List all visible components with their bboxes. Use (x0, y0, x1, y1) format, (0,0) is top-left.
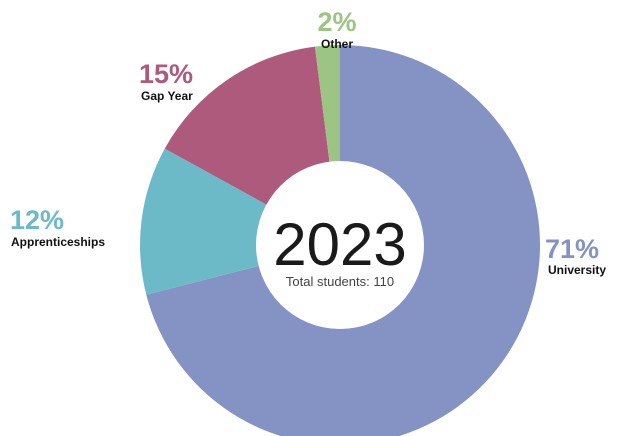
slice-name-label-other: Other (321, 37, 353, 51)
center-total-students-label: Total students: 110 (286, 274, 394, 289)
slice-pct-label-gap-year: 15% (139, 59, 193, 89)
center-year-label: 2023 (273, 211, 406, 278)
pie-slice-apprenticeships (140, 148, 340, 295)
slice-name-label-university: University (548, 263, 606, 277)
donut-center-hole (256, 161, 424, 329)
slice-pct-label-university: 71% (545, 234, 599, 264)
slice-pct-label-other: 2% (317, 7, 356, 37)
slice-name-label-gap-year: Gap Year (141, 89, 193, 103)
slice-name-label-apprenticeships: Apprenticeships (11, 235, 105, 249)
slice-pct-label-apprenticeships: 12% (10, 205, 64, 235)
